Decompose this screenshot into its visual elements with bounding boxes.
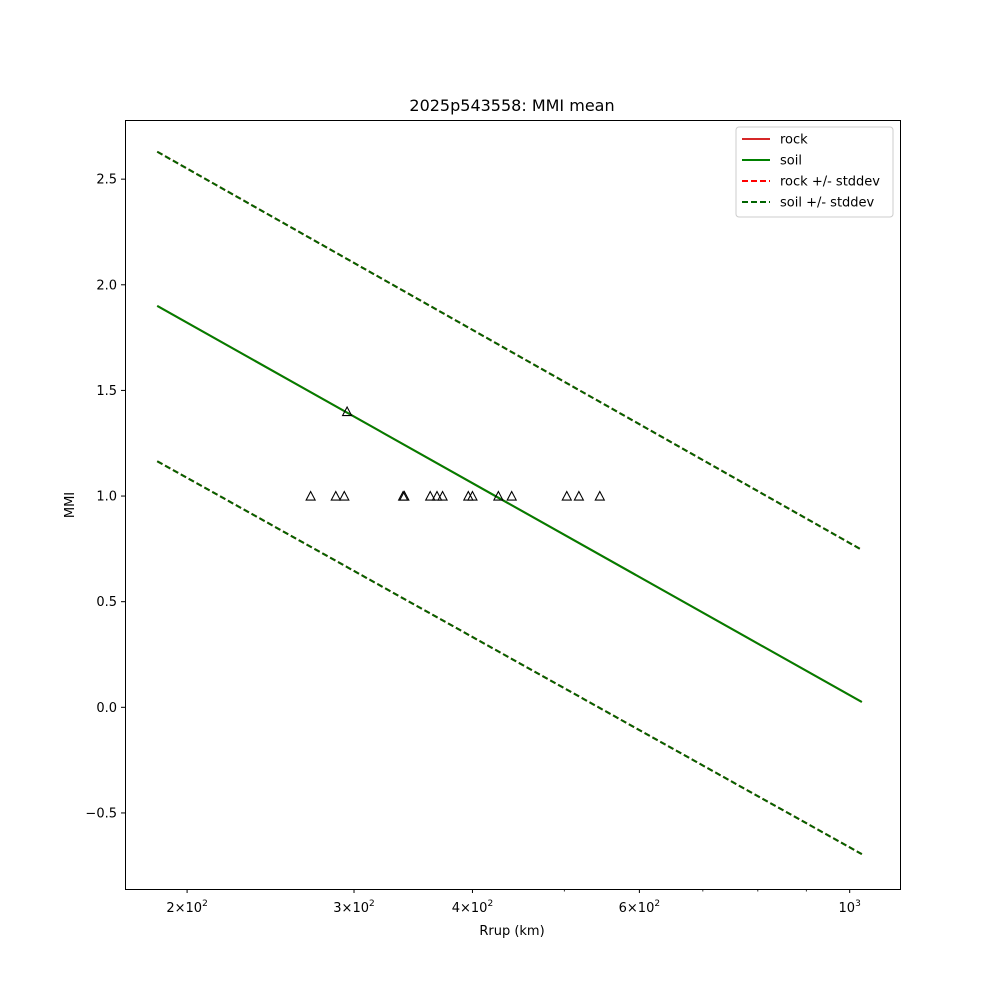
y-tick-label: 0.0: [96, 701, 117, 716]
observation-point: [431, 490, 443, 501]
chart-title: 2025p543558: MMI mean: [409, 96, 614, 115]
observation-point: [573, 490, 585, 501]
x-tick-label: 4×102: [452, 899, 493, 916]
observation-point: [330, 490, 342, 501]
legend-label: soil +/- stddev: [780, 196, 875, 211]
y-tick-label: 2.5: [96, 173, 117, 188]
observation-point: [467, 490, 478, 501]
legend-label: soil: [780, 154, 802, 169]
legend-label: rock: [780, 133, 808, 148]
x-tick-label: 2×102: [166, 899, 207, 916]
observation-point: [338, 490, 350, 501]
series-line-1: [156, 305, 863, 703]
observation-point: [424, 490, 436, 501]
observation-point: [398, 490, 410, 501]
legend-label: rock +/- stddev: [780, 175, 880, 190]
observation-point: [594, 490, 606, 501]
observation-point: [561, 490, 573, 501]
observation-point: [437, 490, 448, 501]
legend-box: [735, 126, 894, 218]
legend: rock soil rock +/- stddev soil +/- stddev: [735, 126, 894, 218]
observation-point: [341, 405, 353, 417]
y-tick-label: −0.5: [85, 806, 117, 821]
x-tick-label: 103: [839, 899, 861, 916]
x-axis-label: Rrup (km): [479, 924, 544, 939]
y-axis-label: MMI: [63, 492, 78, 518]
axes: 2×102 3×102 4×102 6×102 103 −0.5 0.0 0.5 1.0 1.5 2…: [85, 173, 860, 916]
y-tick-label: 2.0: [96, 278, 117, 293]
x-tick-label: 3×102: [333, 899, 374, 916]
y-tick-label: 1.5: [96, 384, 117, 399]
observation-point: [305, 490, 317, 501]
plot-frame: [125, 120, 901, 890]
y-tick-label: 0.5: [96, 595, 117, 610]
plot-area: [156, 150, 863, 856]
y-tick-label: 1.0: [96, 490, 117, 505]
observation-point: [506, 490, 518, 501]
x-tick-label: 6×102: [619, 899, 660, 916]
observation-point: [492, 490, 504, 501]
